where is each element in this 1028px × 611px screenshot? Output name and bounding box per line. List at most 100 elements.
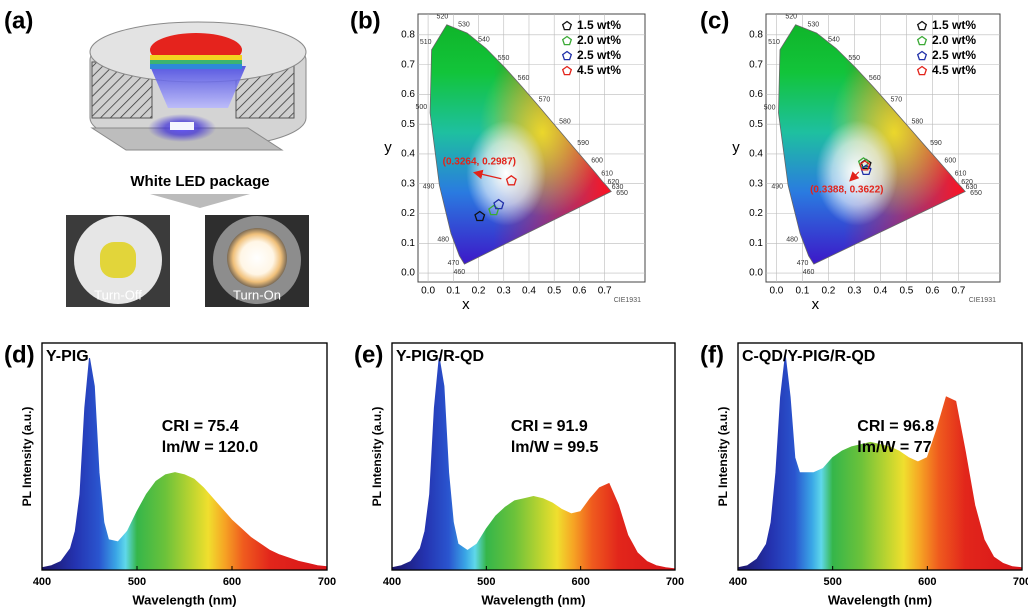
x-tick-label: 0.4 bbox=[522, 286, 536, 297]
wavelength-label: 510 bbox=[768, 39, 780, 46]
y-tick-label: 0.4 bbox=[749, 149, 763, 160]
y-axis-label: PL Intensity (a.u.) bbox=[716, 407, 730, 507]
x-axis-label: Wavelength (nm) bbox=[481, 592, 585, 607]
y-tick-label: 0.8 bbox=[749, 29, 763, 40]
wavelength-label: 590 bbox=[930, 140, 942, 147]
y-tick-label: 0.1 bbox=[749, 238, 763, 249]
wavelength-label: 580 bbox=[912, 119, 924, 126]
x-tick-label: 0.2 bbox=[821, 286, 835, 297]
source-label: CIE1931 bbox=[969, 297, 996, 304]
panel-label: (d) bbox=[4, 341, 35, 368]
x-tick-label: 0.5 bbox=[899, 286, 913, 297]
x-tick-label: 0.1 bbox=[795, 286, 809, 297]
x-tick-label: 0.0 bbox=[769, 286, 783, 297]
wavelength-label: 510 bbox=[420, 39, 432, 46]
chart-title: C-QD/Y-PIG/R-QD bbox=[742, 348, 875, 365]
y-tick-label: 0.6 bbox=[749, 89, 763, 100]
led-chip bbox=[170, 122, 194, 130]
panel-label: (a) bbox=[4, 7, 33, 34]
x-tick-label: 0.0 bbox=[421, 286, 435, 297]
chart-title: Y-PIG/R-QD bbox=[396, 348, 484, 365]
x-tick-label: 500 bbox=[128, 576, 146, 588]
wavelength-label: 600 bbox=[591, 157, 603, 164]
y-tick-label: 0.7 bbox=[749, 59, 763, 70]
x-tick-label: 0.4 bbox=[873, 286, 887, 297]
wavelength-label: 470 bbox=[448, 260, 460, 267]
blue-layer bbox=[150, 64, 242, 69]
x-axis-label: x bbox=[812, 296, 820, 313]
y-tick-label: 0.2 bbox=[401, 208, 415, 219]
wavelength-label: 530 bbox=[807, 21, 819, 28]
photo-off-phosphor bbox=[100, 242, 136, 278]
wavelength-label: 560 bbox=[869, 75, 881, 82]
y-tick-label: 0.2 bbox=[749, 208, 763, 219]
y-tick-label: 0.3 bbox=[401, 178, 415, 189]
photo-on-light bbox=[227, 228, 287, 288]
annotation: (0.3264, 0.2987) bbox=[443, 156, 516, 167]
y-tick-label: 0.0 bbox=[749, 268, 763, 279]
wavelength-label: 570 bbox=[890, 96, 902, 103]
x-axis-label: Wavelength (nm) bbox=[828, 592, 932, 607]
legend-label: 1.5 wt% bbox=[577, 18, 621, 32]
x-tick-label: 600 bbox=[223, 576, 241, 588]
x-tick-label: 0.6 bbox=[925, 286, 939, 297]
legend-label: 2.0 wt% bbox=[577, 33, 621, 47]
x-axis-label: Wavelength (nm) bbox=[132, 592, 236, 607]
wavelength-label: 490 bbox=[423, 183, 435, 190]
annotation: lm/W = 77 bbox=[857, 439, 931, 456]
wavelength-label: 540 bbox=[828, 37, 840, 44]
y-axis-label: y bbox=[384, 139, 392, 156]
x-tick-label: 0.3 bbox=[847, 286, 861, 297]
wavelength-label: 480 bbox=[437, 237, 449, 244]
wavelength-label: 460 bbox=[453, 269, 465, 276]
legend-label: 2.5 wt% bbox=[577, 48, 621, 62]
x-tick-label: 0.3 bbox=[497, 286, 511, 297]
wavelength-label: 590 bbox=[577, 140, 589, 147]
y-axis-label: y bbox=[732, 139, 740, 156]
y-tick-label: 0.0 bbox=[401, 268, 415, 279]
x-tick-label: 400 bbox=[383, 576, 401, 588]
wavelength-label: 550 bbox=[498, 55, 510, 62]
wavelength-label: 460 bbox=[803, 269, 815, 276]
wavelength-label: 470 bbox=[797, 260, 809, 267]
wavelength-label: 580 bbox=[559, 118, 571, 125]
wavelength-label: 530 bbox=[458, 21, 470, 28]
y-axis-label: PL Intensity (a.u.) bbox=[20, 407, 34, 507]
wavelength-label: 570 bbox=[539, 96, 551, 103]
x-tick-label: 0.2 bbox=[472, 286, 486, 297]
annotation: lm/W = 99.5 bbox=[511, 439, 599, 456]
x-tick-label: 500 bbox=[477, 576, 495, 588]
yellow-layer bbox=[150, 55, 242, 60]
y-tick-label: 0.6 bbox=[401, 89, 415, 100]
wavelength-label: 480 bbox=[786, 236, 798, 243]
wavelength-label: 490 bbox=[771, 183, 783, 190]
x-tick-label: 700 bbox=[1013, 576, 1028, 588]
wavelength-label: 500 bbox=[764, 104, 776, 111]
y-tick-label: 0.8 bbox=[401, 29, 415, 40]
annotation: (0.3388, 0.3622) bbox=[810, 185, 883, 196]
chart-title: Y-PIG bbox=[46, 348, 89, 365]
figure: White LED package Turn-Off Turn-On (a) (… bbox=[0, 0, 1028, 611]
y-tick-label: 0.7 bbox=[401, 59, 415, 70]
legend-label: 2.5 wt% bbox=[932, 48, 976, 62]
x-tick-label: 0.5 bbox=[547, 286, 561, 297]
x-tick-label: 0.1 bbox=[446, 286, 460, 297]
wavelength-label: 500 bbox=[416, 104, 428, 111]
wavelength-label: 540 bbox=[478, 37, 490, 44]
wavelength-label: 600 bbox=[944, 157, 956, 164]
legend-label: 2.0 wt% bbox=[932, 33, 976, 47]
panel-label: (b) bbox=[350, 7, 381, 34]
wavelength-label: 650 bbox=[616, 190, 628, 197]
wavelength-label: 650 bbox=[970, 190, 982, 197]
y-tick-label: 0.1 bbox=[401, 238, 415, 249]
legend-label: 4.5 wt% bbox=[577, 63, 621, 77]
x-tick-label: 400 bbox=[729, 576, 747, 588]
x-axis-label: x bbox=[462, 296, 470, 313]
y-axis-label: PL Intensity (a.u.) bbox=[370, 407, 384, 507]
wavelength-label: 610 bbox=[601, 170, 613, 177]
panel-label: (f) bbox=[700, 341, 724, 368]
y-tick-label: 0.4 bbox=[401, 149, 415, 160]
x-tick-label: 700 bbox=[318, 576, 336, 588]
page: White LED package Turn-Off Turn-On (a) (… bbox=[0, 0, 1028, 611]
panel-label: (c) bbox=[700, 7, 729, 34]
